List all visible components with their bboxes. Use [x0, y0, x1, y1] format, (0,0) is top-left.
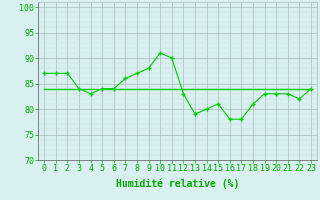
X-axis label: Humidité relative (%): Humidité relative (%) — [116, 179, 239, 189]
